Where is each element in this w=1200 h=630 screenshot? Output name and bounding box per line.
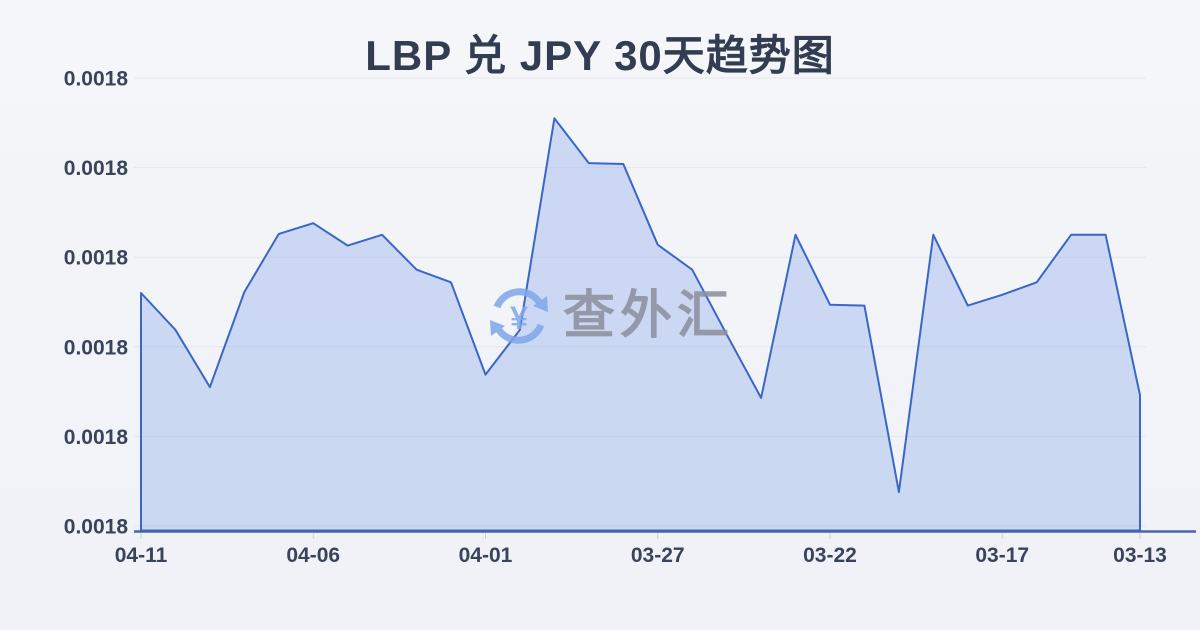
x-axis-tick-label: 04-11 bbox=[115, 544, 168, 567]
series-area bbox=[140, 117, 1141, 532]
y-axis-tick-label: 0.0018 bbox=[64, 426, 129, 449]
y-axis-tick-label: 0.0018 bbox=[64, 157, 129, 180]
x-axis-tick-label: 04-01 bbox=[459, 544, 513, 567]
x-axis-tick-label: 03-17 bbox=[975, 544, 1029, 567]
x-axis-tick-label: 03-22 bbox=[803, 544, 857, 567]
y-axis-tick-label: 0.0018 bbox=[64, 516, 129, 539]
chart-title: LBP 兑 JPY 30天趋势图 bbox=[365, 32, 835, 79]
x-axis-tick-label: 03-13 bbox=[1113, 544, 1167, 567]
x-axis-tick-label: 04-06 bbox=[286, 544, 340, 567]
y-axis-tick-label: 0.0018 bbox=[64, 68, 129, 91]
y-axis-tick-label: 0.0018 bbox=[64, 247, 129, 270]
y-axis-tick-label: 0.0018 bbox=[64, 336, 129, 359]
x-axis-tick-label: 03-27 bbox=[631, 544, 685, 567]
